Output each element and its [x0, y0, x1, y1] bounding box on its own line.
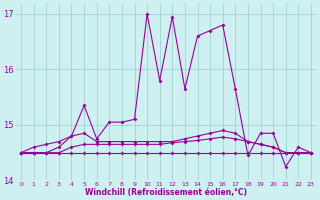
X-axis label: Windchill (Refroidissement éolien,°C): Windchill (Refroidissement éolien,°C) [85, 188, 247, 197]
